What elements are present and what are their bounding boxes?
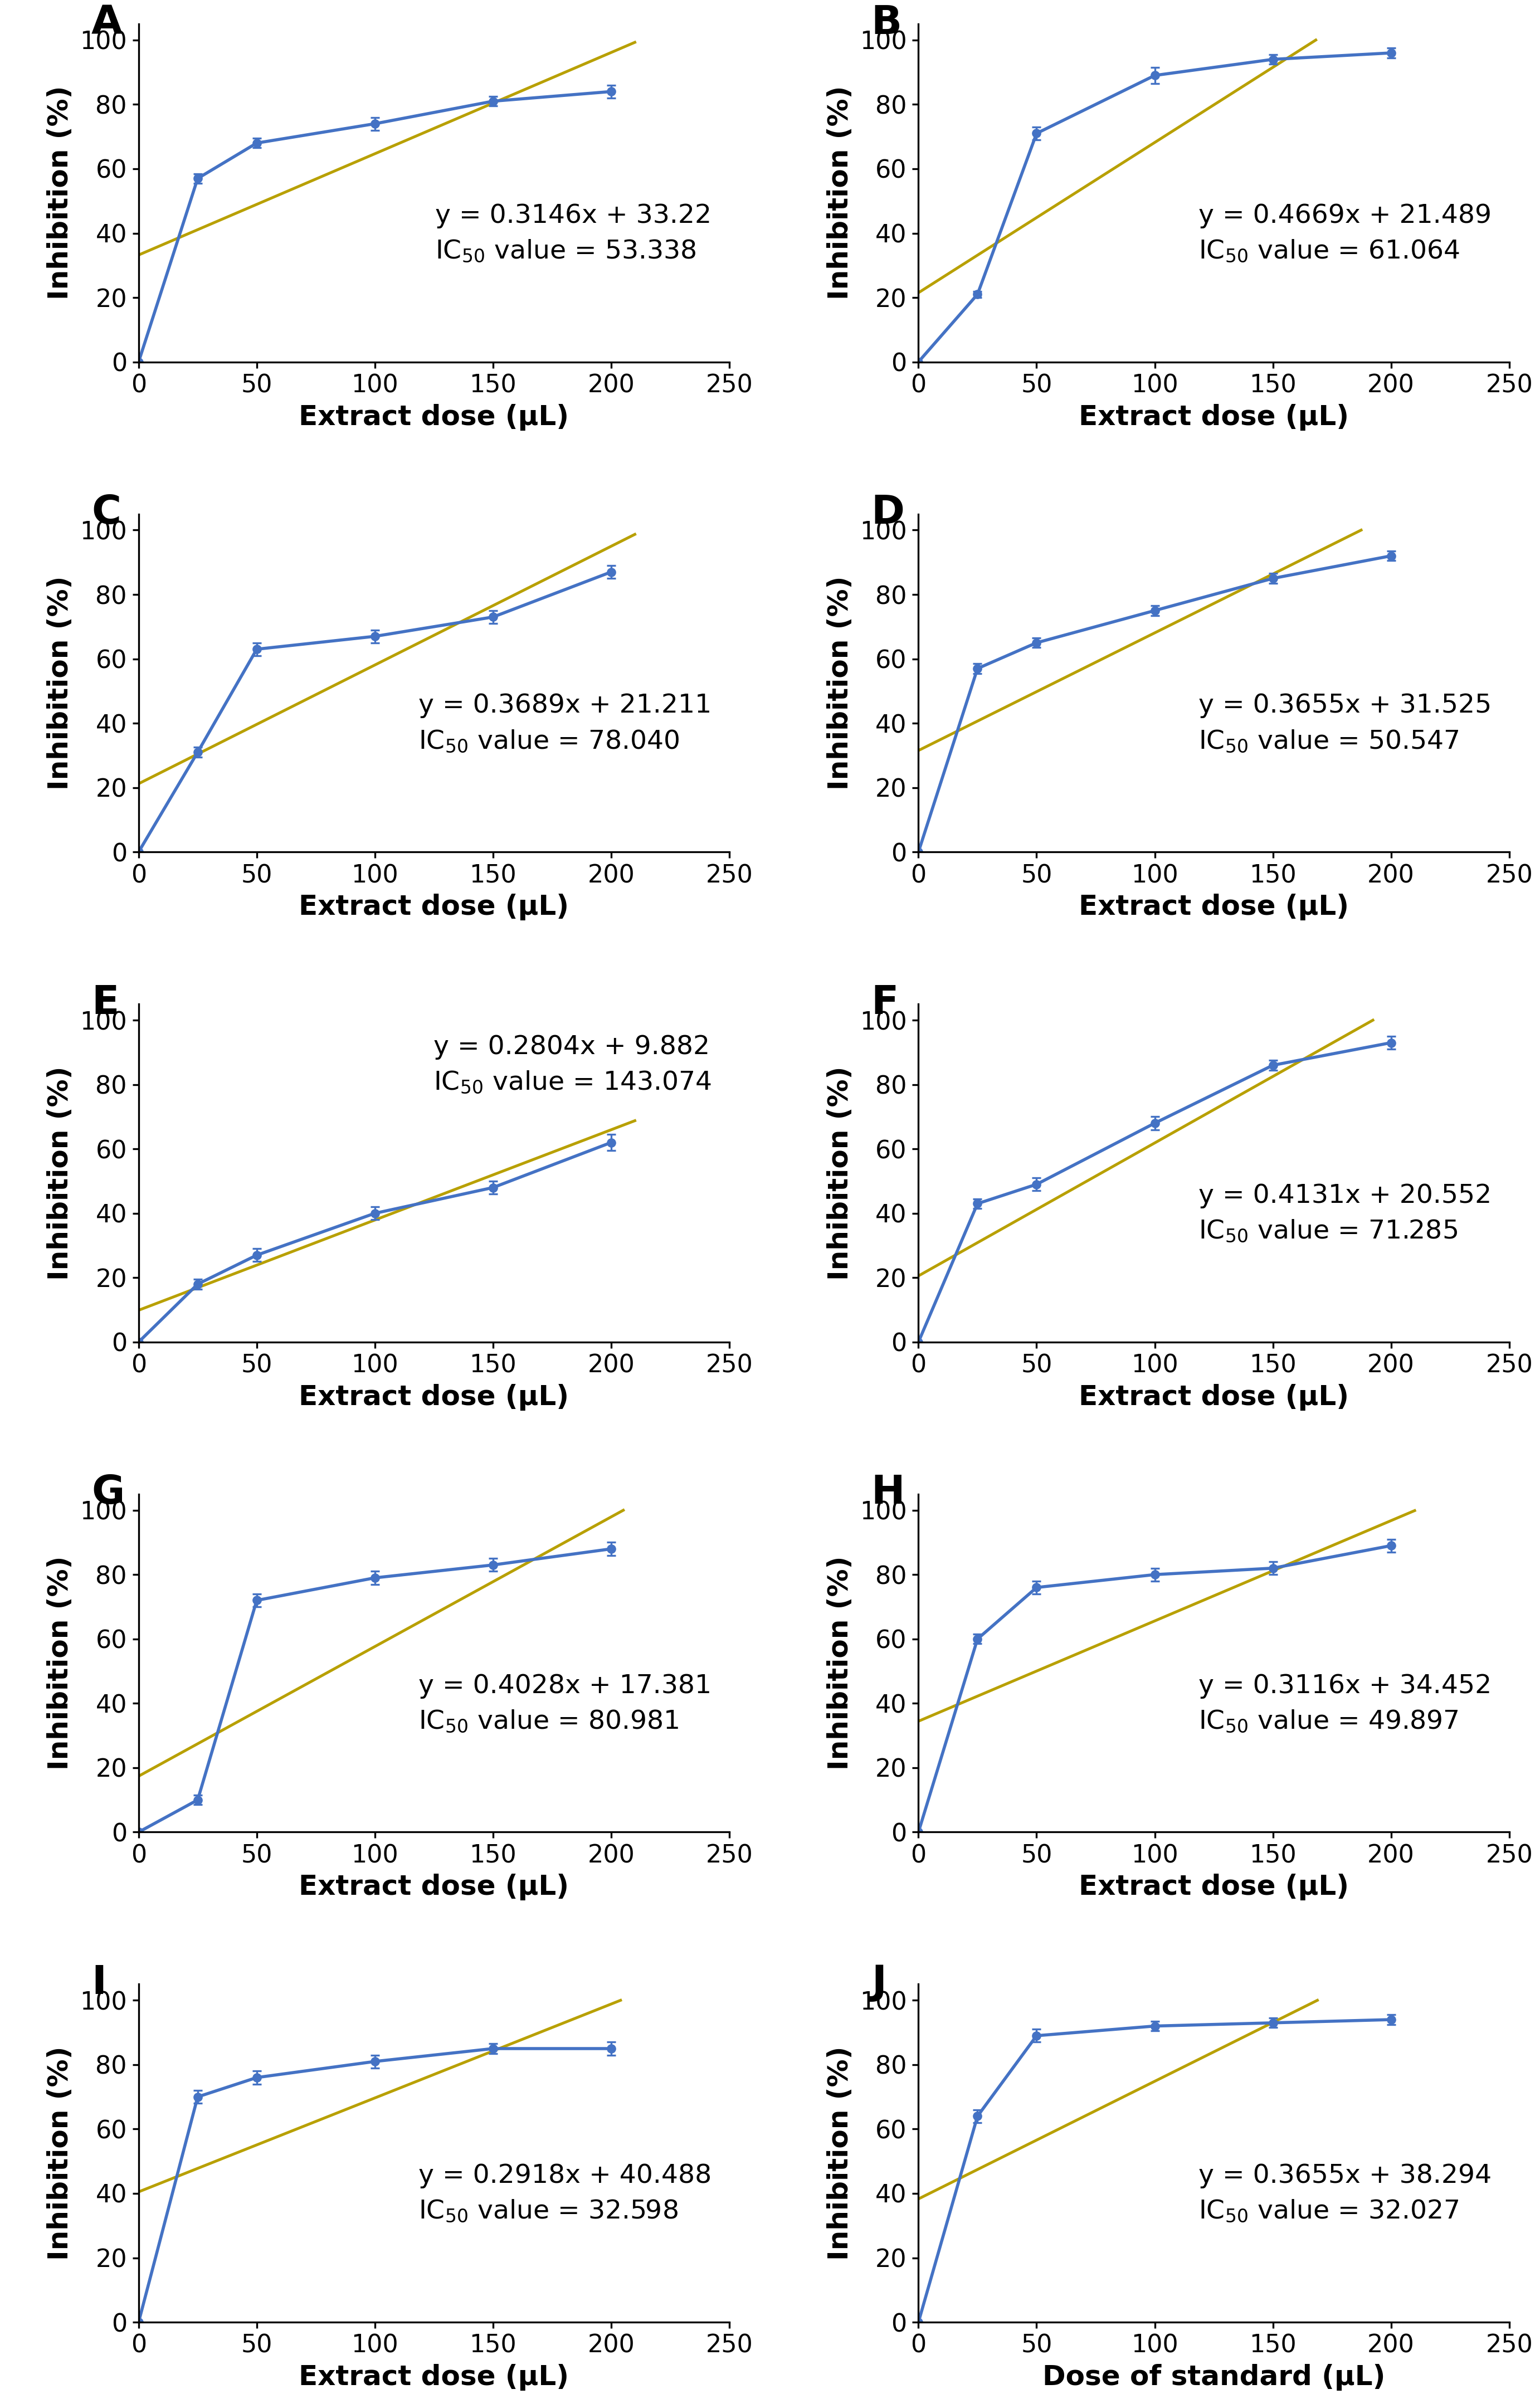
Text: I: I: [91, 1963, 106, 2001]
Text: B: B: [872, 5, 902, 43]
Text: y = 0.4028x + 17.381
IC$_{50}$ value = 80.981: y = 0.4028x + 17.381 IC$_{50}$ value = 8…: [419, 1673, 711, 1733]
X-axis label: Extract dose (μL): Extract dose (μL): [1078, 1875, 1349, 1901]
Y-axis label: Inhibition (%): Inhibition (%): [827, 1065, 853, 1281]
Text: y = 0.4131x + 20.552
IC$_{50}$ value = 71.285: y = 0.4131x + 20.552 IC$_{50}$ value = 7…: [1198, 1183, 1491, 1245]
Text: H: H: [872, 1475, 906, 1513]
X-axis label: Extract dose (μL): Extract dose (μL): [1078, 1384, 1349, 1410]
Text: y = 0.3146x + 33.22
IC$_{50}$ value = 53.338: y = 0.3146x + 33.22 IC$_{50}$ value = 53…: [436, 203, 711, 263]
X-axis label: Extract dose (μL): Extract dose (μL): [299, 2363, 570, 2392]
Y-axis label: Inhibition (%): Inhibition (%): [827, 86, 853, 299]
Text: D: D: [872, 493, 904, 531]
Y-axis label: Inhibition (%): Inhibition (%): [46, 2047, 74, 2260]
Text: F: F: [872, 984, 899, 1022]
X-axis label: Extract dose (μL): Extract dose (μL): [299, 893, 570, 919]
Y-axis label: Inhibition (%): Inhibition (%): [46, 577, 74, 790]
Text: y = 0.2804x + 9.882
IC$_{50}$ value = 143.074: y = 0.2804x + 9.882 IC$_{50}$ value = 14…: [434, 1034, 711, 1094]
Text: J: J: [872, 1963, 885, 2001]
Text: y = 0.3116x + 34.452
IC$_{50}$ value = 49.897: y = 0.3116x + 34.452 IC$_{50}$ value = 4…: [1198, 1673, 1491, 1733]
X-axis label: Extract dose (μL): Extract dose (μL): [1078, 405, 1349, 431]
Text: y = 0.3689x + 21.211
IC$_{50}$ value = 78.040: y = 0.3689x + 21.211 IC$_{50}$ value = 7…: [419, 694, 711, 754]
Text: A: A: [91, 5, 123, 43]
X-axis label: Dose of standard (μL): Dose of standard (μL): [1043, 2363, 1386, 2392]
Text: E: E: [91, 984, 119, 1022]
Y-axis label: Inhibition (%): Inhibition (%): [827, 1556, 853, 1769]
X-axis label: Extract dose (μL): Extract dose (μL): [299, 405, 570, 431]
X-axis label: Extract dose (μL): Extract dose (μL): [1078, 893, 1349, 919]
Text: y = 0.3655x + 38.294
IC$_{50}$ value = 32.027: y = 0.3655x + 38.294 IC$_{50}$ value = 3…: [1198, 2164, 1491, 2224]
Y-axis label: Inhibition (%): Inhibition (%): [46, 1065, 74, 1281]
Text: y = 0.2918x + 40.488
IC$_{50}$ value = 32.598: y = 0.2918x + 40.488 IC$_{50}$ value = 3…: [419, 2164, 711, 2224]
Text: y = 0.3655x + 31.525
IC$_{50}$ value = 50.547: y = 0.3655x + 31.525 IC$_{50}$ value = 5…: [1198, 694, 1491, 754]
Y-axis label: Inhibition (%): Inhibition (%): [46, 1556, 74, 1769]
X-axis label: Extract dose (μL): Extract dose (μL): [299, 1384, 570, 1410]
Y-axis label: Inhibition (%): Inhibition (%): [46, 86, 74, 299]
Y-axis label: Inhibition (%): Inhibition (%): [827, 577, 853, 790]
X-axis label: Extract dose (μL): Extract dose (μL): [299, 1875, 570, 1901]
Text: C: C: [91, 493, 120, 531]
Text: y = 0.4669x + 21.489
IC$_{50}$ value = 61.064: y = 0.4669x + 21.489 IC$_{50}$ value = 6…: [1198, 203, 1491, 263]
Y-axis label: Inhibition (%): Inhibition (%): [827, 2047, 853, 2260]
Text: G: G: [91, 1475, 125, 1513]
